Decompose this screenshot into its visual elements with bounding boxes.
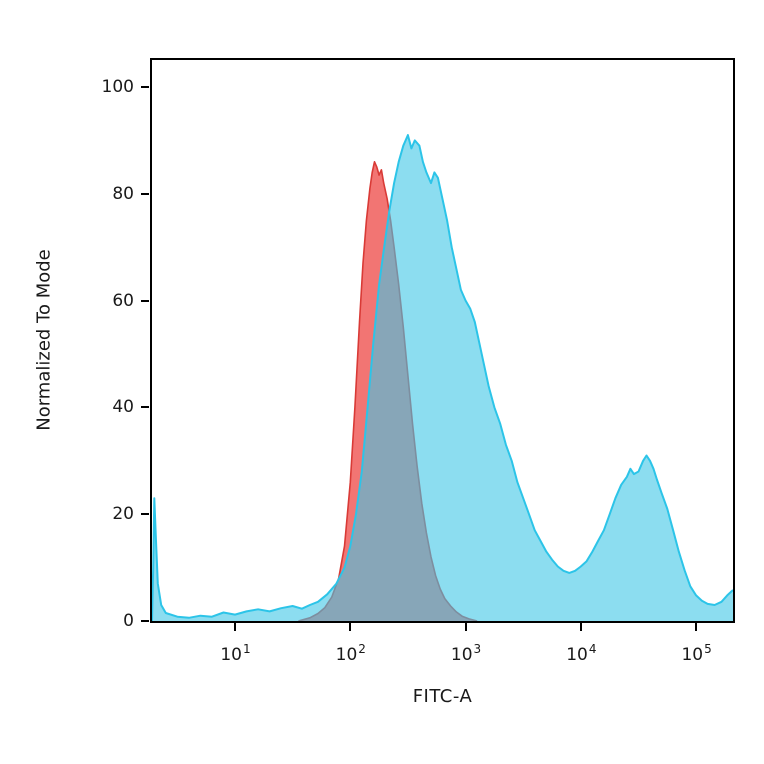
y-tick-mark-0 [141,620,149,622]
y-tick-label-100: 100 [101,77,134,97]
histogram-plot-canvas [152,134,733,621]
x-tick-mark-10e2 [349,623,352,631]
y-tick-label-0: 0 [123,611,134,631]
x-tick-exponent: 1 [243,642,251,656]
x-axis-title: FITC-A [412,686,473,707]
series-fill-cyan-test-histogram [152,135,733,621]
y-axis-title: Normalized To Mode [33,249,55,431]
x-tick-base: 10 [681,645,704,665]
y-tick-label-80: 80 [112,183,134,204]
plot-area [150,58,735,623]
x-tick-label-10e5: 105 [664,640,728,671]
y-tick-mark-80 [141,192,149,195]
x-tick-mark-10e3 [464,623,467,631]
y-tick-label-20: 20 [112,504,134,525]
y-tick-mark-100 [141,86,149,88]
x-tick-exponent: 5 [704,642,712,656]
y-tick-label-40: 40 [112,397,134,418]
x-tick-mark-10e1 [234,623,236,631]
x-tick-label-10e2: 102 [318,640,382,671]
x-tick-mark-10e5 [695,623,698,631]
x-tick-exponent: 4 [588,642,597,656]
x-tick-label-10e1: 101 [203,640,267,671]
y-tick-mark-60 [141,299,149,302]
x-tick-mark-10e4 [579,623,582,631]
x-tick-label-10e4: 104 [549,640,613,671]
y-tick-mark-20 [141,513,149,516]
x-tick-base: 10 [566,645,588,665]
x-tick-base: 10 [335,645,358,665]
x-tick-label-10e3: 103 [434,640,498,671]
x-tick-base: 10 [450,645,473,665]
y-tick-label-60: 60 [112,290,134,311]
x-tick-base: 10 [220,645,242,665]
y-tick-mark-40 [141,406,149,409]
series-outline-cyan-test-histogram [152,134,733,621]
x-tick-exponent: 3 [473,642,482,656]
x-tick-exponent: 2 [358,642,366,656]
